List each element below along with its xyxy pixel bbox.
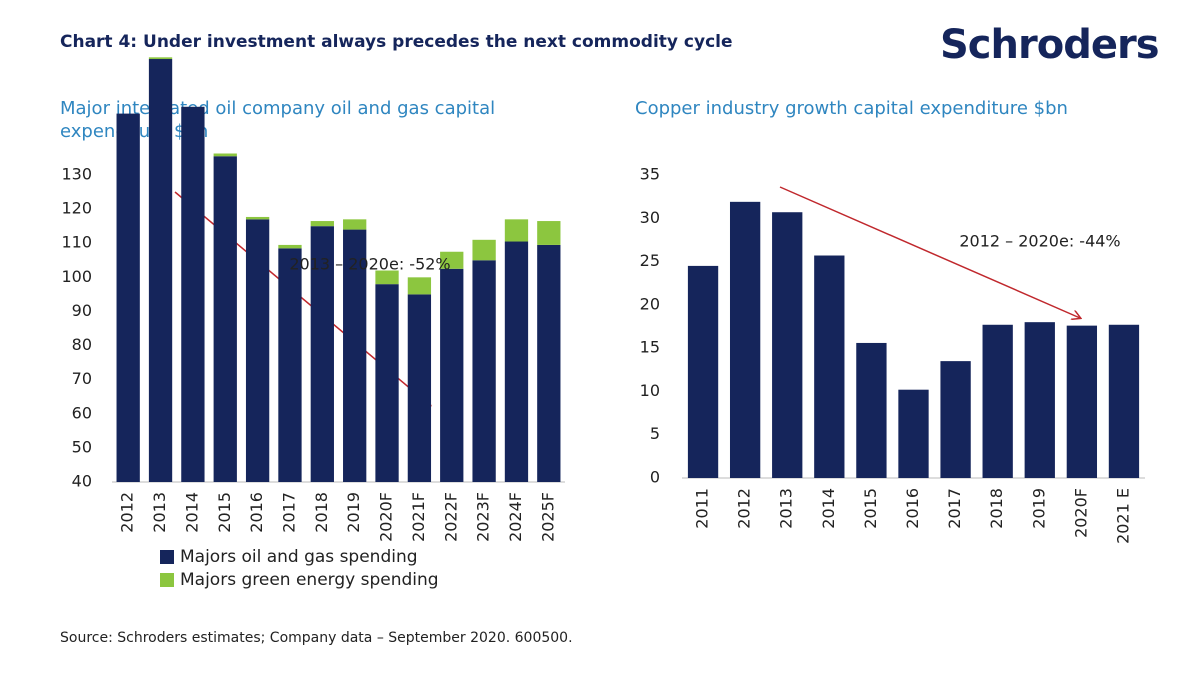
- x-tick-label: 2019: [344, 492, 363, 533]
- bar-segment: [343, 229, 367, 482]
- x-tick-label: 2014: [819, 488, 838, 529]
- source: Source: Schroders estimates; Company dat…: [60, 630, 573, 646]
- y-tick-label: 120: [61, 199, 92, 218]
- legend-label: Majors green energy spending: [180, 570, 439, 590]
- y-tick-label: 5: [650, 424, 660, 443]
- y-tick-label: 60: [72, 403, 92, 422]
- x-tick-label: 2024F: [506, 492, 525, 542]
- bar: [772, 212, 803, 478]
- annotation: 2013 – 2020e: -52%: [289, 255, 450, 274]
- legend-swatch: [160, 573, 174, 587]
- x-tick-label: 2017: [279, 492, 298, 533]
- bar: [687, 265, 719, 478]
- bar-segment: [440, 251, 464, 269]
- y-tick-label: 40: [72, 472, 92, 491]
- bar: [982, 324, 1013, 478]
- bar-segment: [245, 219, 270, 482]
- legend-label: Majors oil and gas spending: [180, 547, 418, 567]
- y-tick-label: 15: [640, 338, 660, 357]
- x-tick-label: 2013: [150, 492, 169, 533]
- x-tick-label: 2023F: [474, 492, 493, 542]
- y-tick-label: 50: [72, 437, 92, 456]
- bar: [1024, 322, 1055, 478]
- y-tick-label: 35: [640, 165, 660, 184]
- x-tick-label: 2014: [182, 492, 201, 533]
- legend-swatch: [160, 550, 174, 564]
- x-tick-label: 2012: [118, 492, 137, 533]
- x-tick-label: 2016: [903, 488, 922, 529]
- bar-segment: [245, 216, 270, 220]
- bar-segment: [116, 113, 140, 482]
- bar-segment: [407, 277, 432, 295]
- bar-segment: [537, 221, 561, 245]
- y-tick-label: 20: [640, 294, 660, 313]
- bar-segment: [148, 57, 173, 60]
- bar-segment: [148, 59, 173, 483]
- y-tick-label: 10: [640, 381, 660, 400]
- bar: [814, 255, 845, 478]
- bar-segment: [472, 260, 496, 482]
- x-tick-label: 2015: [861, 488, 880, 529]
- bar-segment: [310, 221, 334, 227]
- bar-segment: [407, 294, 432, 482]
- x-tick-label: 2018: [312, 492, 331, 533]
- trend-arrow: [779, 186, 1080, 318]
- y-tick-label: 90: [72, 301, 92, 320]
- x-tick-label: 2016: [247, 492, 266, 533]
- x-tick-label: 2018: [987, 488, 1006, 529]
- x-tick-label: 2012: [735, 488, 754, 529]
- logo: Schroders: [940, 22, 1159, 68]
- bar-segment: [213, 153, 237, 157]
- bar-segment: [440, 268, 464, 482]
- y-tick-label: 25: [640, 251, 660, 270]
- x-tick-label: 2015: [215, 492, 234, 533]
- bar: [729, 201, 761, 478]
- title: Chart 4: Under investment always precede…: [60, 32, 733, 52]
- bar-segment: [375, 270, 399, 285]
- bar-segment: [472, 239, 496, 261]
- bar-segment: [213, 156, 237, 482]
- x-tick-label: 2025F: [538, 492, 557, 542]
- y-tick-label: 30: [640, 208, 660, 227]
- x-tick-label: 2020F: [1071, 488, 1090, 538]
- bar-segment: [310, 226, 334, 482]
- bar-segment: [343, 219, 367, 230]
- y-tick-label: 130: [61, 165, 92, 184]
- chart-title: Copper industry growth capital expenditu…: [635, 98, 1068, 119]
- x-tick-label: 2019: [1029, 488, 1048, 529]
- bar-segment: [504, 219, 529, 242]
- bar-segment: [278, 248, 302, 482]
- bar: [898, 389, 929, 478]
- y-tick-label: 110: [61, 233, 92, 252]
- bar: [856, 342, 887, 478]
- y-tick-label: 0: [650, 468, 660, 487]
- bar: [1066, 325, 1098, 478]
- x-tick-label: 2022F: [441, 492, 460, 542]
- y-tick-label: 100: [61, 267, 92, 286]
- x-tick-label: 2011: [693, 488, 712, 529]
- bar-segment: [375, 284, 399, 482]
- x-tick-label: 2017: [945, 488, 964, 529]
- y-tick-label: 80: [72, 335, 92, 354]
- annotation: 2012 – 2020e: -44%: [959, 232, 1120, 251]
- x-tick-label: 2020F: [377, 492, 396, 542]
- x-tick-label: 2021 E: [1113, 488, 1132, 544]
- x-tick-label: 2013: [777, 488, 796, 529]
- bar-segment: [537, 244, 561, 482]
- y-tick-label: 70: [72, 369, 92, 388]
- bar: [1108, 324, 1140, 478]
- x-tick-label: 2021F: [409, 492, 428, 542]
- bar-segment: [504, 241, 529, 482]
- bar: [940, 361, 971, 478]
- bar-segment: [278, 244, 302, 249]
- bar-segment: [181, 106, 205, 483]
